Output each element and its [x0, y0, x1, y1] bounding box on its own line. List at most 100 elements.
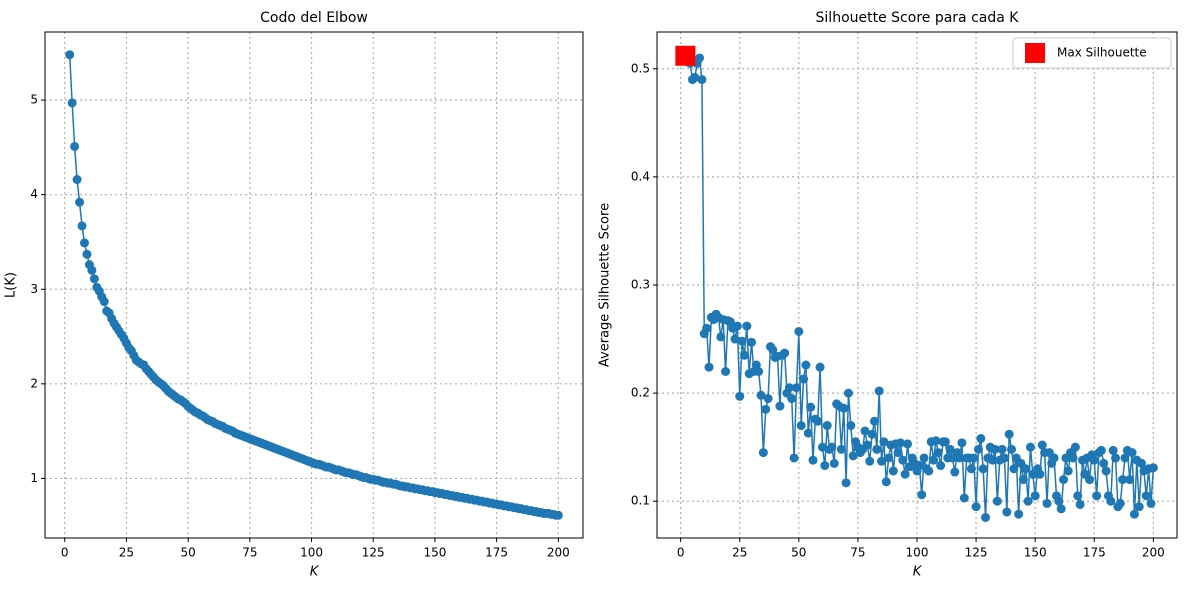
- marker: [1070, 442, 1080, 452]
- x-tick-label: 25: [119, 546, 134, 560]
- y-tick-label: 0.2: [631, 386, 650, 400]
- x-axis-label: K: [913, 565, 923, 580]
- marker: [1129, 509, 1139, 519]
- marker: [1049, 453, 1059, 463]
- marker: [997, 444, 1007, 454]
- marker: [65, 50, 75, 60]
- marker: [1118, 475, 1128, 485]
- marker: [1089, 455, 1099, 465]
- marker: [730, 334, 740, 344]
- marker: [860, 426, 870, 436]
- marker: [898, 455, 908, 465]
- y-tick-label: 1: [30, 471, 38, 485]
- marker: [955, 453, 965, 463]
- marker: [737, 336, 747, 346]
- marker: [888, 466, 898, 476]
- marker: [716, 332, 726, 342]
- marker: [1120, 453, 1130, 463]
- marker: [87, 265, 97, 275]
- marker: [874, 386, 884, 396]
- marker: [1127, 448, 1137, 458]
- marker: [1085, 475, 1095, 485]
- chart-title: Codo del Elbow: [260, 10, 368, 26]
- marker: [1134, 502, 1144, 512]
- marker: [869, 416, 879, 426]
- marker: [969, 453, 979, 463]
- marker: [881, 477, 891, 487]
- chart-title: Silhouette Score para cada K: [816, 10, 1020, 26]
- marker: [761, 404, 771, 414]
- marker: [966, 464, 976, 474]
- marker: [895, 438, 905, 448]
- marker: [1021, 464, 1031, 474]
- x-tick-label: 100: [300, 546, 323, 560]
- marker: [67, 98, 77, 108]
- marker: [675, 45, 696, 66]
- marker: [917, 490, 927, 500]
- marker: [817, 442, 827, 452]
- marker: [1141, 491, 1151, 501]
- marker: [836, 444, 846, 454]
- marker: [1030, 491, 1040, 501]
- marker: [1056, 504, 1066, 514]
- marker: [1146, 498, 1156, 508]
- x-tick-label: 50: [791, 546, 806, 560]
- x-tick-label: 125: [965, 546, 988, 560]
- marker: [780, 348, 790, 358]
- marker: [827, 442, 837, 452]
- marker: [82, 249, 92, 259]
- marker: [1004, 429, 1014, 439]
- series-line: [68, 54, 559, 517]
- y-tick-label: 0.3: [631, 278, 650, 292]
- marker: [973, 444, 983, 454]
- marker: [813, 416, 823, 426]
- y-axis-label: Average Silhouette Score: [598, 203, 613, 367]
- marker: [806, 402, 816, 412]
- x-tick-label: 175: [485, 546, 508, 560]
- marker: [1092, 491, 1102, 501]
- marker: [822, 421, 832, 431]
- marker: [957, 438, 967, 448]
- marker: [553, 510, 563, 520]
- y-tick-label: 2: [30, 376, 38, 390]
- marker: [742, 321, 752, 331]
- marker: [695, 53, 705, 63]
- marker: [971, 502, 981, 512]
- marker: [77, 221, 87, 231]
- marker: [1111, 453, 1121, 463]
- plot-area: [65, 50, 563, 520]
- legend-box: [1012, 37, 1172, 69]
- x-tick-label: 50: [180, 546, 195, 560]
- marker: [789, 453, 799, 463]
- marker: [1073, 491, 1083, 501]
- marker: [843, 388, 853, 398]
- y-tick-label: 0.1: [631, 494, 650, 508]
- x-tick-label: 200: [547, 546, 570, 560]
- marker: [820, 461, 830, 471]
- x-tick-label: 75: [850, 546, 865, 560]
- marker: [732, 321, 742, 331]
- x-tick-label: 75: [242, 546, 257, 560]
- marker: [801, 360, 811, 370]
- marker: [1106, 496, 1116, 506]
- marker: [976, 434, 986, 444]
- marker: [1115, 498, 1125, 508]
- marker: [784, 383, 794, 393]
- x-tick-label: 100: [906, 546, 929, 560]
- marker: [848, 451, 858, 461]
- marker: [1148, 463, 1158, 473]
- marker: [754, 366, 764, 376]
- marker: [1137, 458, 1147, 468]
- marker: [940, 437, 950, 447]
- marker: [936, 461, 946, 471]
- marker: [959, 493, 969, 503]
- marker: [794, 326, 804, 336]
- marker: [919, 453, 929, 463]
- marker: [89, 274, 99, 284]
- marker: [815, 362, 825, 372]
- marker: [1009, 464, 1019, 474]
- marker: [900, 469, 910, 479]
- y-tick-label: 5: [30, 93, 38, 107]
